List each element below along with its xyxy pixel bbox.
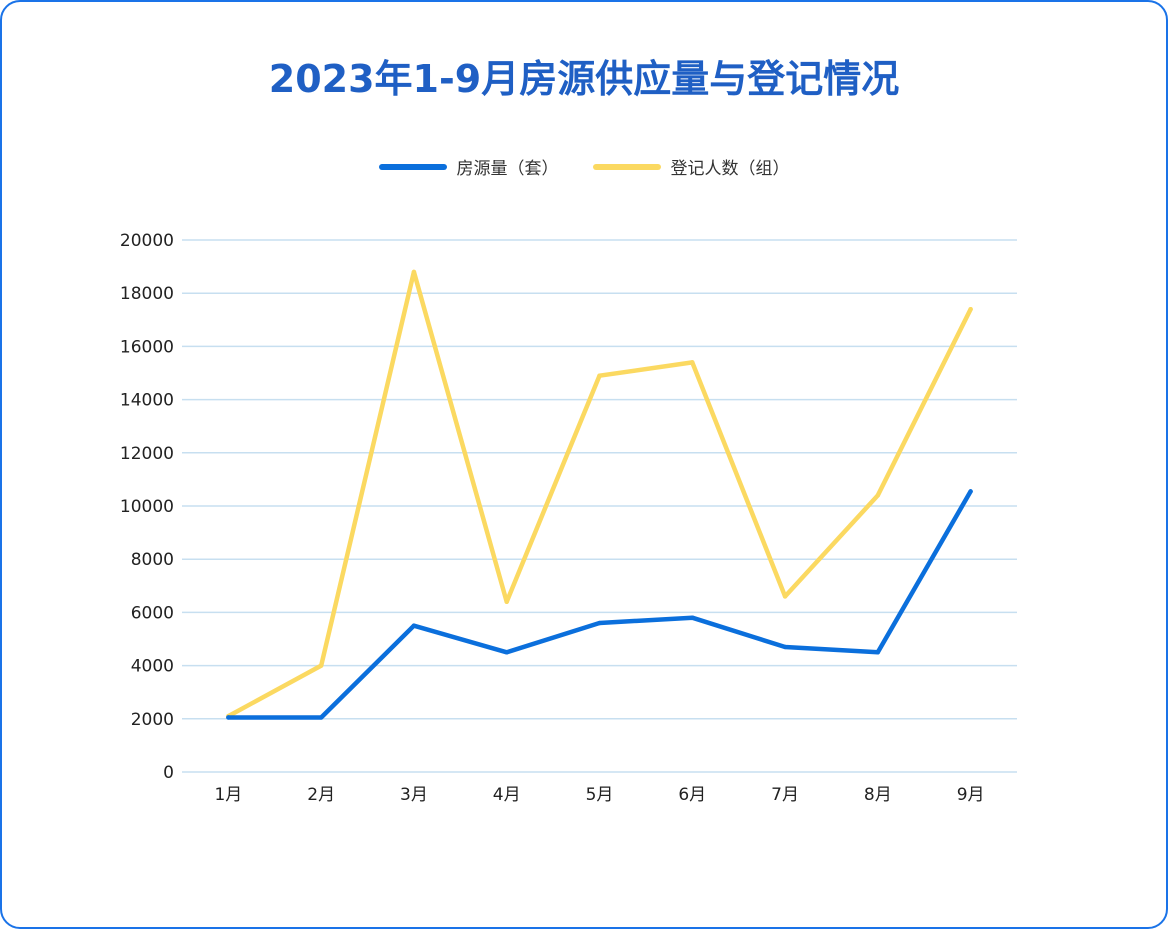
x-tick-label: 5月 [586,785,614,805]
y-tick-label: 14000 [120,391,174,411]
y-tick-label: 2000 [131,710,174,730]
x-tick-label: 4月 [493,785,521,805]
x-tick-label: 2月 [307,785,335,805]
data-point-registered [318,663,324,668]
data-point-registered [875,493,881,498]
data-point-registered [411,269,417,275]
data-point-supply [782,644,788,650]
legend-swatch-supply [378,163,447,170]
x-tick-label: 1月 [214,785,242,805]
legend-item-registered[interactable]: 登记人数（组） [592,154,790,179]
x-tick-label: 8月 [864,785,892,805]
data-point-supply [968,489,973,494]
data-point-supply [226,715,231,720]
data-point-supply [875,650,881,655]
x-tick-label: 3月 [400,785,428,805]
x-tick-label: 9月 [957,785,985,805]
data-point-supply [690,615,695,620]
y-tick-label: 6000 [131,603,174,623]
data-point-registered [968,306,973,312]
x-tick-label: 6月 [678,785,706,805]
data-point-supply [597,620,602,626]
legend-item-supply[interactable]: 房源量（套） [378,154,559,179]
y-tick-label: 18000 [120,284,174,304]
data-point-registered [690,360,695,365]
y-tick-label: 20000 [120,231,174,251]
data-point-supply [411,623,417,628]
y-tick-label: 4000 [131,657,174,677]
y-tick-label: 12000 [120,444,174,464]
data-point-supply [318,715,324,720]
legend-swatch-registered [592,163,661,170]
data-point-registered [504,599,509,604]
legend-label-registered: 登记人数（组） [670,159,790,179]
data-point-registered [782,594,788,599]
legend-label-supply: 房源量（套） [456,159,559,179]
chart-title: 2023年1-9月房源供应量与登记情况 [268,57,900,101]
legend: 房源量（套） 登记人数（组） [0,154,1168,179]
series-line-supply [226,489,973,720]
data-point-registered [597,373,602,378]
y-tick-label: 8000 [131,550,174,570]
x-tick-label: 7月 [771,785,799,805]
y-tick-label: 0 [163,763,174,783]
y-tick-label: 10000 [120,497,174,517]
data-point-supply [504,650,509,655]
y-tick-label: 16000 [120,337,174,357]
